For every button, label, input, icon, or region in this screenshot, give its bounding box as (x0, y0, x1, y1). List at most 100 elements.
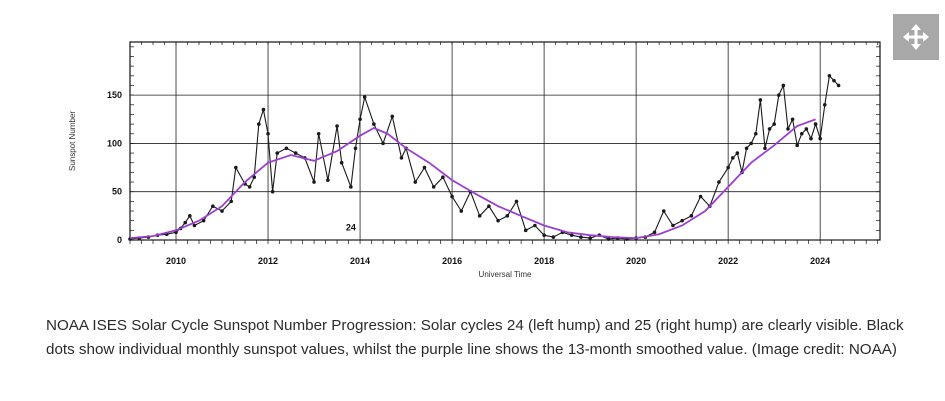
monthly-data-point (767, 127, 772, 131)
monthly-data-point (772, 122, 776, 126)
y-tick-label: 0 (117, 235, 122, 245)
monthly-data-point (735, 151, 740, 155)
monthly-data-point (523, 228, 528, 233)
expand-button[interactable] (893, 14, 939, 60)
monthly-data-point (606, 237, 611, 241)
monthly-data-point (726, 165, 730, 170)
monthly-data-point (822, 102, 827, 107)
monthly-data-point (399, 156, 404, 160)
monthly-data-point (496, 218, 500, 223)
monthly-data-point (293, 151, 298, 155)
monthly-data-point (790, 117, 795, 122)
monthly-data-point (261, 107, 266, 112)
monthly-data-point (275, 151, 280, 155)
monthly-data-point (335, 124, 339, 128)
monthly-data-point (514, 199, 519, 204)
monthly-data-point (813, 122, 818, 126)
monthly-data-point (229, 199, 234, 204)
monthly-data-point (533, 223, 537, 228)
monthly-data-point (211, 204, 215, 208)
monthly-data-point (353, 146, 358, 151)
monthly-data-point (312, 180, 316, 184)
monthly-data-point (372, 122, 376, 126)
x-tick-label: 2024 (810, 256, 830, 266)
x-tick-label: 2022 (718, 256, 738, 266)
monthly-data-point (671, 223, 675, 228)
monthly-data-point (362, 95, 367, 99)
monthly-data-point (431, 185, 436, 189)
monthly-data-point (781, 83, 786, 88)
monthly-data-point (730, 156, 735, 160)
monthly-data-point (487, 204, 491, 208)
monthly-data-point (188, 214, 192, 218)
monthly-data-point (358, 117, 362, 122)
monthly-data-point (234, 165, 238, 170)
monthly-data-point (763, 146, 767, 151)
plot-frame (129, 41, 881, 241)
monthly-data-point (257, 122, 261, 126)
monthly-data-point (266, 131, 270, 136)
monthly-data-point (569, 233, 574, 237)
y-axis-label: Sunspot Number (68, 111, 77, 171)
monthly-data-point (192, 223, 197, 228)
monthly-data-point (689, 214, 694, 218)
monthly-data-point (717, 180, 721, 184)
monthly-data-point (183, 220, 188, 225)
x-tick-label: 2018 (534, 256, 554, 266)
monthly-data-point (652, 230, 657, 235)
monthly-data-point (422, 165, 427, 170)
monthly-data-point (698, 194, 703, 199)
monthly-data-point (252, 175, 257, 180)
monthly-data-point (247, 185, 252, 189)
monthly-data-point (505, 214, 510, 218)
monthly-data-point (339, 160, 344, 165)
y-tick-label: 50 (112, 187, 122, 197)
monthly-data-point (220, 209, 224, 213)
monthly-data-point (836, 83, 841, 88)
monthly-data-point (753, 131, 758, 136)
monthly-data-point (776, 93, 781, 97)
monthly-data-point (542, 233, 546, 237)
x-tick-label: 2010 (166, 256, 186, 266)
monthly-data-point (799, 131, 804, 136)
monthly-data-point (588, 236, 592, 240)
monthly-data-point (316, 131, 321, 136)
monthly-data-point (661, 209, 666, 213)
monthly-data-point (284, 146, 289, 151)
monthly-data-point (832, 78, 836, 83)
monthly-data-point (459, 209, 464, 213)
smoothed-series-line (129, 118, 816, 240)
monthly-data-point (441, 175, 445, 180)
monthly-data-point (381, 141, 385, 146)
x-tick-label: 2014 (350, 256, 370, 266)
x-axis-label: Universal Time (479, 270, 532, 279)
chart-svg: 2010 2012 2014 2016 2018 2020 2022 2024 0 50 100 15… (68, 41, 881, 279)
sunspot-chart: 2010 2012 2014 2016 2018 2020 2022 2024 0 50 100 15… (40, 22, 920, 292)
monthly-data-point (390, 114, 395, 119)
y-tick-label: 100 (107, 138, 122, 148)
figure-caption: NOAA ISES Solar Cycle Sunspot Number Pro… (46, 317, 904, 358)
move-arrows-icon (903, 24, 929, 50)
monthly-data-point (809, 136, 813, 141)
monthly-data-point (804, 127, 809, 131)
monthly-data-point (551, 235, 556, 239)
monthly-data-point (744, 146, 749, 151)
monthly-data-point (827, 74, 832, 78)
monthly-data-point (758, 98, 763, 102)
monthly-data-point (579, 235, 583, 239)
monthly-data-point (201, 218, 206, 223)
x-tick-label: 2016 (442, 256, 462, 266)
y-tick-label: 150 (107, 90, 122, 100)
monthly-data-point (795, 143, 799, 148)
monthly-data-point (270, 189, 275, 194)
monthly-data-point (326, 178, 330, 182)
monthly-data-point (680, 218, 684, 223)
monthly-data-point (786, 127, 790, 131)
monthly-data-point (749, 141, 753, 146)
monthly-data-point (413, 180, 418, 184)
monthly-data-point (818, 136, 822, 141)
cycle-annotation: 24 (346, 222, 356, 232)
x-tick-label: 2020 (626, 256, 646, 266)
monthly-data-point (450, 194, 454, 199)
monthly-data-point (477, 214, 482, 218)
